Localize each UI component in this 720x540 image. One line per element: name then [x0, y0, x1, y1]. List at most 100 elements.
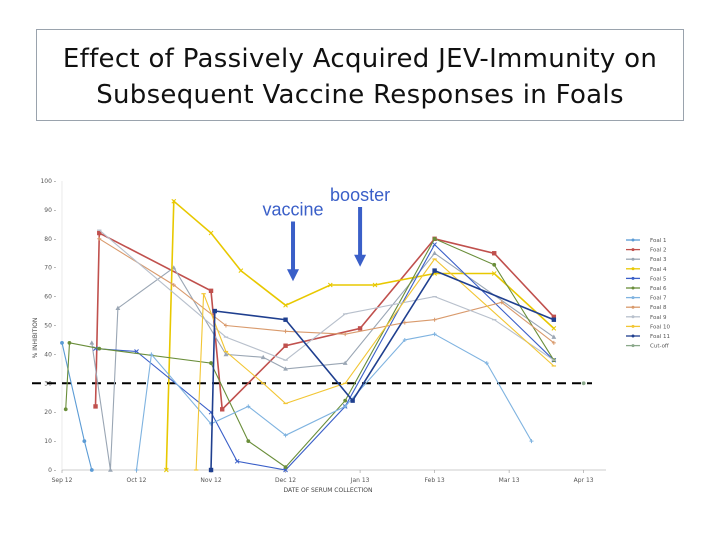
data-point [171, 283, 176, 288]
data-point [551, 314, 557, 320]
legend-label: Foal 2 [650, 248, 666, 254]
data-point [432, 250, 438, 256]
data-point [134, 468, 139, 472]
legend-label: Foal 3 [650, 257, 667, 263]
data-point [260, 354, 266, 360]
series-foal-7 [134, 332, 534, 472]
x-tick-label: Sep 12 [52, 477, 73, 484]
data-point [432, 332, 437, 337]
data-point [67, 340, 72, 345]
annotation-label: booster [330, 185, 390, 205]
data-point [432, 242, 437, 247]
data-point [208, 288, 214, 294]
legend-label: Foal 11 [650, 334, 670, 340]
data-point [93, 404, 98, 409]
legend: Foal 1 Foal 2 Foal 3 Foal 4 Foal 5 Foal 6 Foal… [626, 238, 670, 350]
legend-marker [631, 324, 635, 328]
data-point [551, 334, 557, 339]
data-point [246, 404, 251, 409]
data-point [283, 465, 288, 470]
legend-label: Foal 6 [650, 286, 667, 292]
x-axis-label: DATE OF SERUM COLLECTION [283, 487, 372, 494]
arrow-head-icon [287, 269, 300, 282]
x-tick-label: Apr 13 [574, 477, 594, 484]
series-foal-6 [63, 236, 556, 470]
legend-entry: Foal 8 [626, 305, 667, 311]
y-tick-label: 90 - [44, 207, 56, 214]
y-axis-label: % INHIBITION [32, 318, 39, 359]
data-point [491, 271, 497, 276]
legend-marker [631, 334, 635, 338]
y-tick-label: 100 - [40, 178, 56, 185]
data-point [208, 467, 214, 473]
data-point [327, 282, 333, 288]
legend-entry: Foal 3 [626, 257, 667, 263]
data-point [343, 332, 348, 337]
data-point [97, 346, 102, 351]
data-point [238, 268, 244, 273]
legend-entry: Foal 5 [626, 276, 667, 282]
series-line [98, 229, 555, 361]
series-foal-2 [93, 230, 557, 412]
legend-label: Foal 1 [650, 238, 666, 244]
y-tick-label: 10 - [44, 438, 56, 445]
series-line [135, 333, 532, 471]
series-line [210, 269, 555, 471]
legend-label: Foal 9 [650, 315, 667, 321]
data-point [372, 282, 378, 288]
data-point [529, 439, 534, 444]
series-foal-1 [60, 340, 94, 472]
legend-marker [631, 286, 635, 290]
y-tick-label: 0 - [48, 467, 56, 474]
data-point [402, 337, 407, 342]
data-point [163, 467, 169, 473]
data-point [484, 361, 489, 366]
legend-marker [631, 238, 635, 242]
data-point [492, 251, 497, 256]
y-tick-label: 20 - [44, 409, 56, 416]
annotation-label: vaccine [262, 199, 323, 219]
y-tick-label: 70 - [44, 265, 56, 272]
legend-marker [631, 315, 635, 319]
legend-marker [631, 267, 635, 271]
data-point [220, 407, 225, 412]
data-point [60, 340, 64, 345]
legend-entry: Foal 2 [626, 248, 666, 254]
data-point [209, 361, 213, 365]
data-point [283, 433, 288, 438]
series-foal-9 [97, 229, 557, 361]
data-point [108, 467, 113, 472]
x-tick-label: Jan 13 [350, 477, 370, 484]
data-point [551, 326, 557, 331]
series-line [95, 243, 555, 471]
data-point [89, 340, 95, 345]
x-tick-label: Nov 12 [200, 477, 221, 484]
legend-marker [631, 344, 635, 348]
data-point [283, 343, 288, 348]
x-tick-label: Feb 13 [425, 477, 445, 484]
legend-entry: Foal 10 [626, 324, 670, 330]
data-point [342, 360, 348, 365]
legend-marker [631, 305, 635, 309]
legend-entry: Foal 9 [626, 315, 667, 321]
data-point [283, 302, 288, 308]
data-point [63, 407, 68, 412]
legend-marker [631, 296, 635, 300]
data-point [212, 308, 217, 314]
legend-entry: Foal 6 [626, 286, 667, 292]
legend-entry: Cut-off [626, 344, 669, 350]
y-tick-label: 40 - [44, 351, 56, 358]
y-tick-label: 80 - [44, 236, 56, 243]
data-point [283, 467, 288, 473]
series-line [61, 342, 93, 471]
data-point [343, 404, 348, 409]
y-tick-label: 60 - [44, 294, 56, 301]
data-point [283, 366, 288, 371]
data-point [97, 236, 102, 241]
data-point [551, 317, 557, 322]
data-point [432, 236, 437, 241]
legend-entry: Foal 7 [626, 296, 667, 302]
data-point [82, 439, 87, 443]
data-point [499, 300, 504, 305]
